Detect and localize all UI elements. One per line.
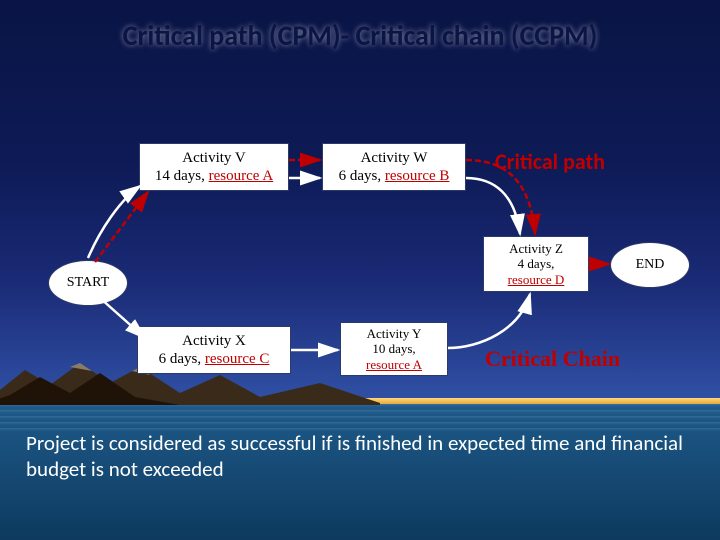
node-activity-z: Activity Z 4 days,resource D [483,236,589,292]
node-z-detail: 4 days,resource D [490,256,582,287]
critical-path-label: Critical path [495,148,605,175]
node-z-name: Activity Z [490,241,582,257]
footer-text: Project is considered as successful if i… [26,430,690,483]
node-activity-y: Activity Y 10 days,resource A [340,322,448,376]
node-start-label: START [67,275,109,291]
node-y-detail: 10 days,resource A [347,341,441,372]
slide: Critical path (CPM)- Critical chain (CCP… [0,0,720,540]
node-w-name: Activity W [329,149,459,167]
node-activity-x: Activity X 6 days, resource C [137,326,291,374]
node-v-name: Activity V [146,149,282,167]
node-start: START [48,260,128,306]
node-activity-w: Activity W 6 days, resource B [322,143,466,191]
node-x-detail: 6 days, resource C [144,350,284,368]
critical-chain-label: Critical Chain [485,346,620,372]
node-w-detail: 6 days, resource B [329,167,459,185]
node-x-name: Activity X [144,332,284,350]
node-end-label: END [636,257,665,273]
node-end: END [610,242,690,288]
node-v-detail: 14 days, resource A [146,167,282,185]
slide-title: Critical path (CPM)- Critical chain (CCP… [0,18,720,53]
node-y-name: Activity Y [347,326,441,342]
node-activity-v: Activity V 14 days, resource A [139,143,289,191]
